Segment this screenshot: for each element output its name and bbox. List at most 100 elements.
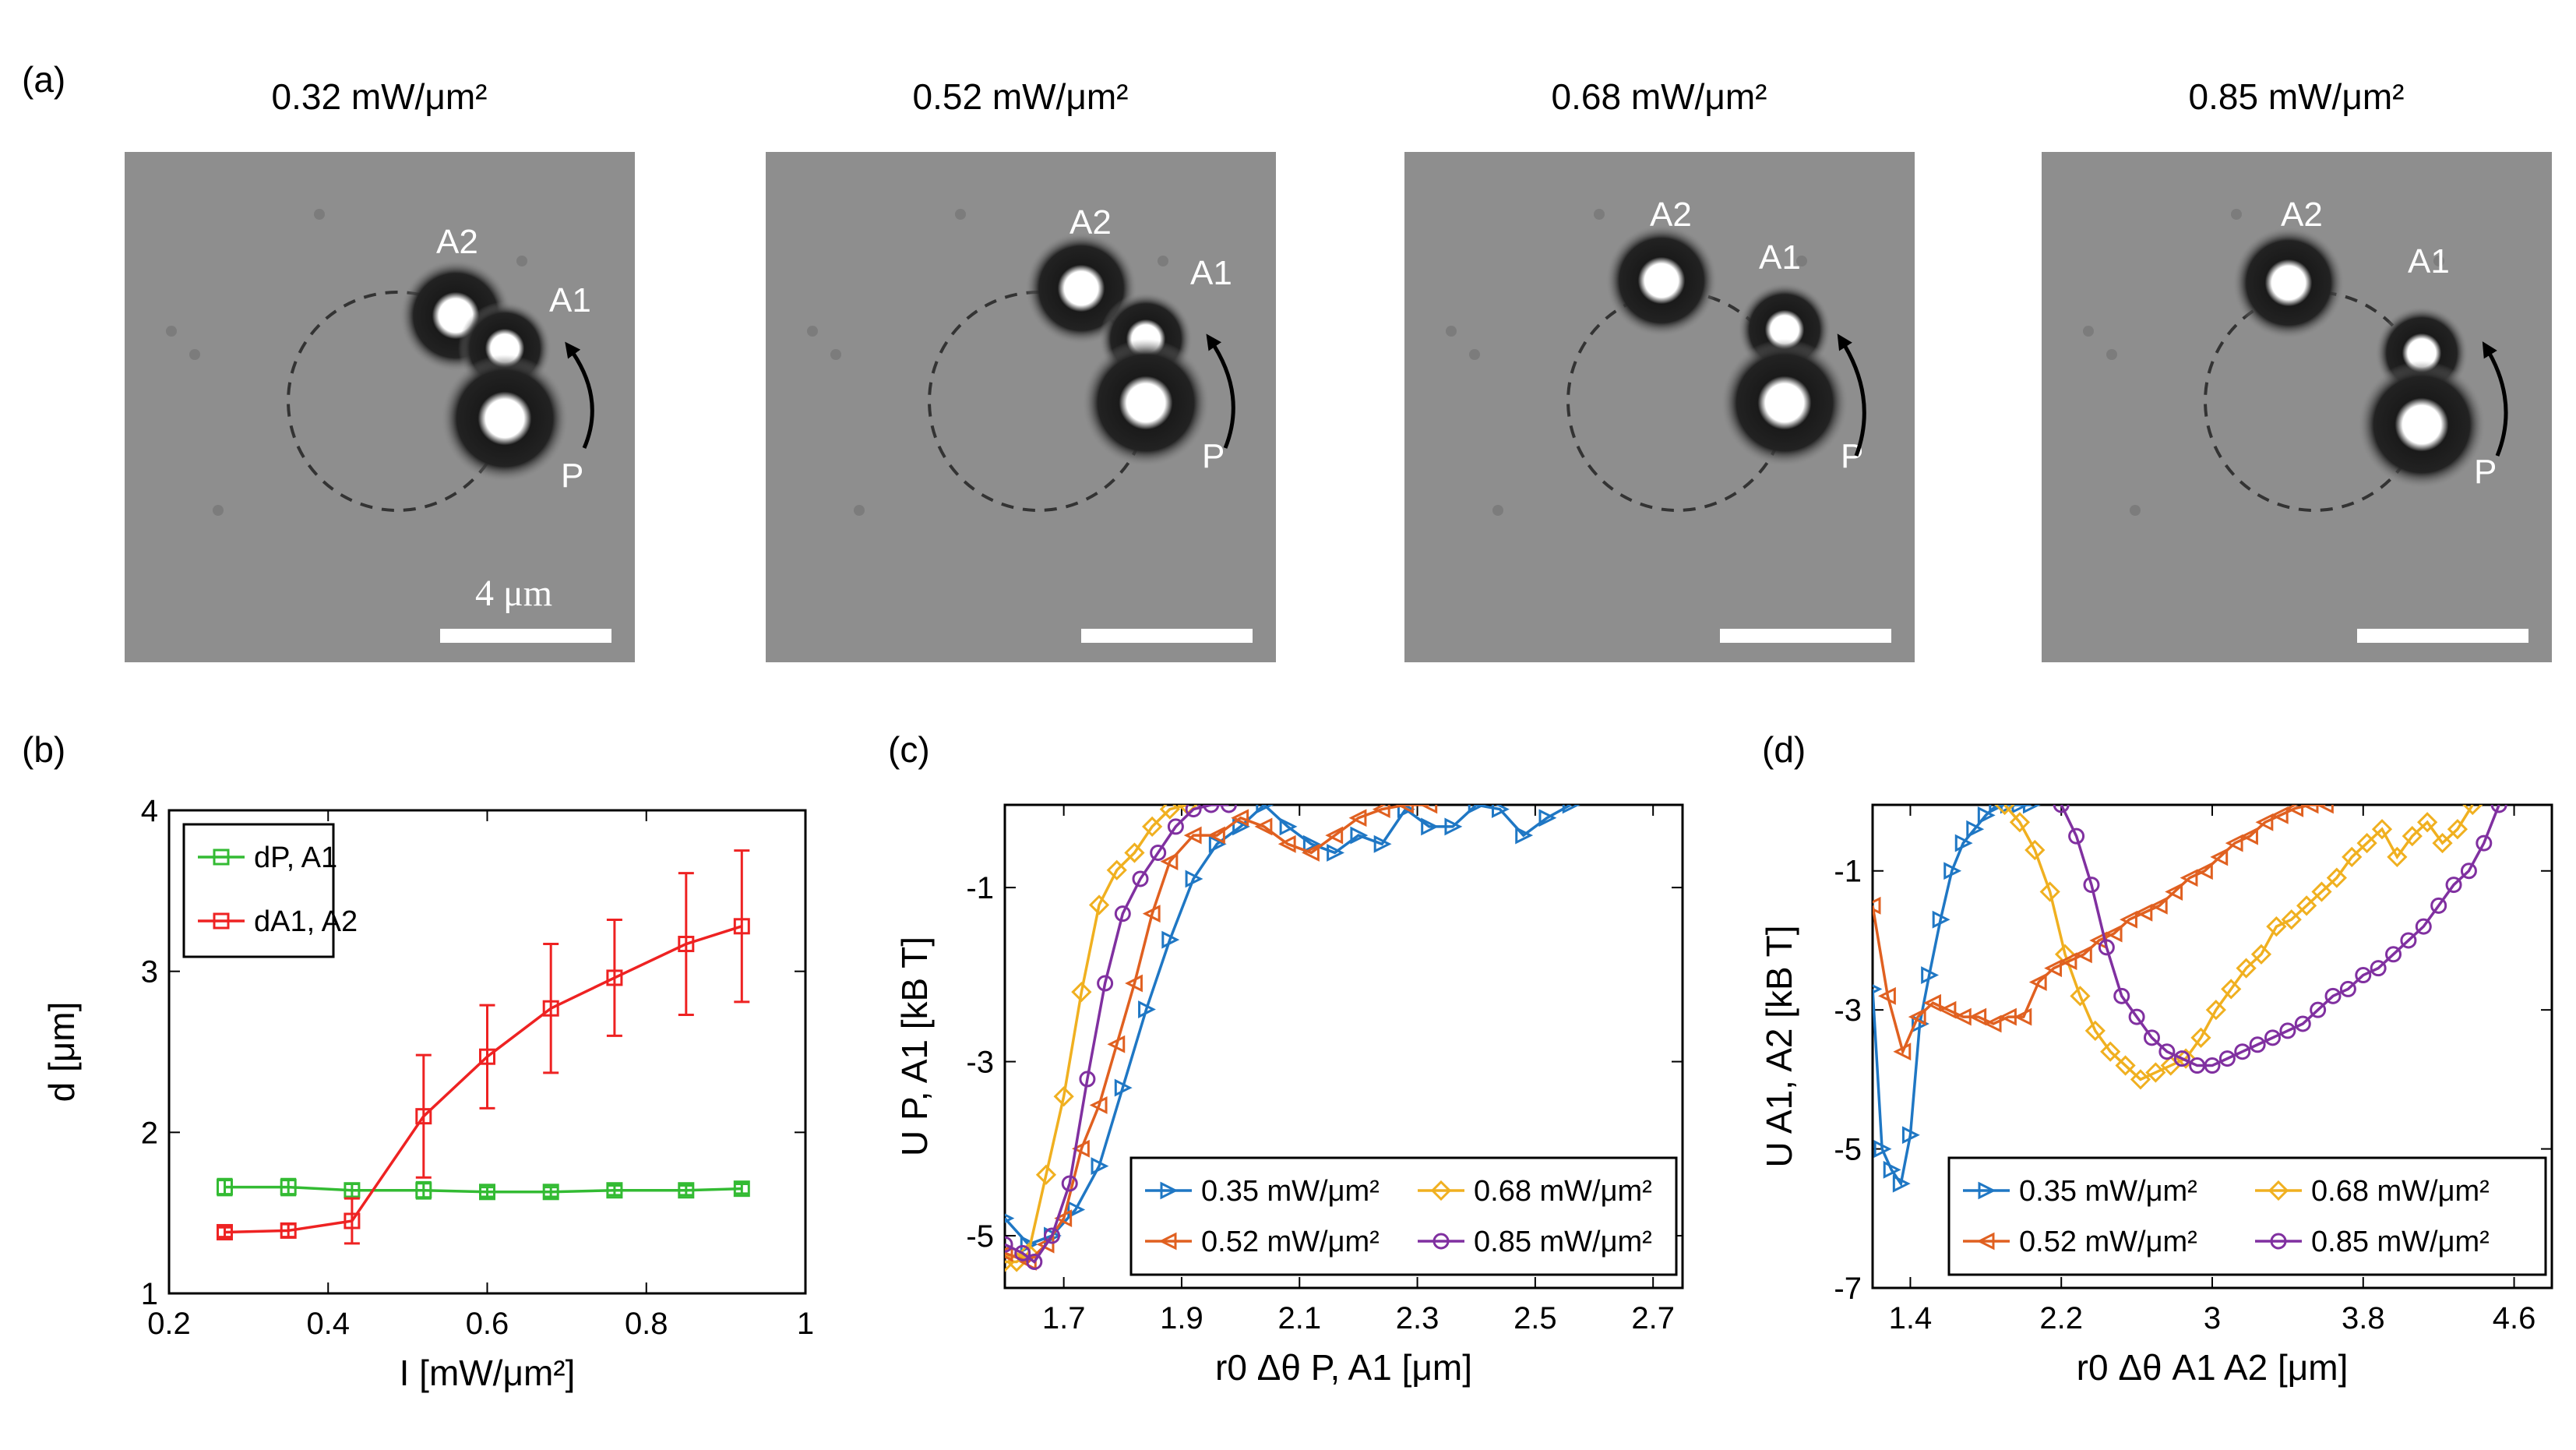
data-point bbox=[2266, 916, 2287, 937]
data-point bbox=[1114, 1078, 1133, 1097]
background-particle bbox=[1492, 505, 1503, 516]
data-point bbox=[1419, 805, 1438, 814]
background-particle bbox=[213, 505, 224, 516]
background-particle bbox=[1446, 326, 1457, 337]
data-point bbox=[1277, 834, 1296, 853]
chart-b: (b) 0.2 0.4 0.6 0.8 1 1 2 3 4 I [mW/μm²] d [μm] dP, … bbox=[22, 729, 814, 1393]
data-point bbox=[2250, 944, 2272, 965]
background-particle bbox=[189, 349, 200, 360]
data-point bbox=[1185, 870, 1203, 888]
data-point bbox=[1515, 826, 1534, 845]
data-point bbox=[1491, 805, 1510, 819]
data-point bbox=[2476, 834, 2493, 852]
x-tick-label: 2.3 bbox=[1396, 1301, 1440, 1335]
data-point bbox=[1432, 1233, 1450, 1250]
rotation-arrow bbox=[1206, 333, 1235, 449]
x-tick-label: 0.2 bbox=[147, 1307, 191, 1341]
data-point bbox=[1976, 1232, 1995, 1251]
data-point bbox=[1014, 1244, 1031, 1261]
data-point bbox=[1921, 966, 1940, 984]
chart-d: (d) 1.4 2.2 3 3.8 4.6 -1 -3 -5 -7 r0 Δθ A1 A2 [μm]… bbox=[1759, 729, 2553, 1388]
data-point bbox=[2104, 924, 2123, 943]
chart-c: (c) 1.7 1.9 2.1 2.3 2.5 2.7 -1 -3 -5 r0 Δθ P, A1 [… bbox=[888, 729, 1684, 1388]
data-point bbox=[1167, 818, 1184, 835]
data-point bbox=[1873, 1140, 1892, 1159]
data-point bbox=[1185, 805, 1202, 818]
data-point bbox=[2326, 867, 2347, 888]
data-point bbox=[2324, 987, 2342, 1004]
data-point bbox=[1231, 809, 1249, 827]
background-particle bbox=[2231, 209, 2242, 220]
data-point bbox=[1053, 1086, 1074, 1107]
data-point bbox=[733, 1180, 750, 1198]
data-point bbox=[1132, 870, 1149, 887]
data-point bbox=[1938, 1000, 1957, 1019]
data-point bbox=[2490, 805, 2507, 813]
data-point bbox=[2400, 932, 2417, 949]
bead-p bbox=[1721, 339, 1848, 467]
data-point bbox=[216, 1179, 233, 1196]
y-tick-label: 3 bbox=[141, 955, 158, 990]
data-point bbox=[280, 1179, 297, 1196]
data-point bbox=[2342, 846, 2363, 868]
data-point bbox=[2039, 881, 2060, 902]
scale-bar bbox=[2357, 629, 2528, 643]
data-point bbox=[1983, 1014, 2002, 1033]
data-point bbox=[1954, 834, 1973, 852]
data-point bbox=[2402, 826, 2423, 847]
data-point bbox=[1989, 805, 2007, 814]
data-point bbox=[1150, 844, 1167, 861]
data-point bbox=[2415, 918, 2432, 935]
data-point bbox=[1054, 1209, 1073, 1228]
data-point bbox=[1279, 817, 1298, 836]
data-point bbox=[2130, 1069, 2151, 1090]
data-point bbox=[2385, 946, 2402, 963]
data-point bbox=[1142, 905, 1161, 923]
background-particle bbox=[1158, 256, 1168, 266]
label-a2: A2 bbox=[1650, 196, 1692, 234]
data-point bbox=[415, 1108, 432, 1125]
data-point bbox=[1350, 826, 1369, 845]
data-point bbox=[2113, 987, 2130, 1004]
data-point bbox=[2445, 877, 2462, 894]
x-axis-label: I [mW/μm²] bbox=[400, 1353, 576, 1393]
data-point bbox=[2100, 1041, 2121, 1062]
data-point bbox=[1207, 826, 1225, 845]
legend-box bbox=[1129, 1156, 1678, 1276]
data-point bbox=[2128, 1008, 2145, 1025]
scale-bar bbox=[1081, 629, 1253, 643]
microscopy-frames: A2 A1 P 4 μm 0.32 mW/μm² A2 A1 P 0.52 mW/μm² A2 A1… bbox=[125, 76, 2552, 662]
data-point bbox=[2225, 834, 2243, 852]
data-point bbox=[1005, 1244, 1013, 1262]
data-point bbox=[1208, 834, 1227, 853]
data-point bbox=[2310, 1001, 2327, 1018]
y-tick-label: -3 bbox=[966, 1046, 994, 1080]
data-point bbox=[2194, 862, 2213, 880]
data-point bbox=[1873, 896, 1881, 915]
data-point bbox=[1183, 826, 1202, 845]
data-point bbox=[1005, 1236, 1013, 1253]
data-point bbox=[1893, 1043, 1912, 1061]
data-point bbox=[1421, 817, 1440, 836]
y-tick-label: -7 bbox=[1834, 1272, 1862, 1306]
x-tick-label: 2.5 bbox=[1514, 1301, 1557, 1335]
data-point bbox=[1978, 1181, 1996, 1200]
data-point bbox=[1232, 817, 1250, 836]
background-particle bbox=[1796, 256, 1807, 266]
data-point bbox=[2218, 1050, 2236, 1067]
panel-label: (d) bbox=[1762, 729, 1806, 770]
data-point bbox=[2417, 812, 2438, 833]
data-point bbox=[1327, 844, 1345, 862]
background-particle bbox=[807, 326, 818, 337]
data-point bbox=[2074, 945, 2092, 964]
label-p: P bbox=[561, 457, 583, 495]
data-point bbox=[2236, 958, 2257, 979]
background-particle bbox=[314, 209, 325, 220]
data-point bbox=[2268, 1180, 2289, 1201]
background-particle bbox=[1594, 209, 1605, 220]
legend: dP, A1 dA1, A2 bbox=[182, 823, 358, 958]
data-point bbox=[2432, 832, 2453, 854]
data-point bbox=[1883, 1160, 1901, 1179]
data-point bbox=[1538, 809, 1557, 827]
series-group bbox=[1005, 805, 1580, 1272]
